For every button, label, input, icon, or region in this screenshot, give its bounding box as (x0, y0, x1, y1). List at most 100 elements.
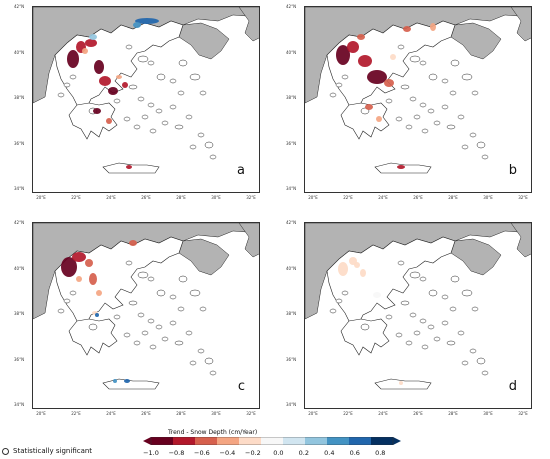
trend-cell-8 (106, 118, 112, 124)
island-19 (189, 144, 197, 150)
colorbar-cell (239, 437, 262, 445)
lat-tick-label: 40°N (286, 265, 297, 271)
lon-tick-label: 22°E (343, 411, 353, 416)
lon-tick-label: 28°E (448, 411, 458, 416)
island-15 (446, 124, 456, 130)
lon-tick-label: 20°E (308, 195, 318, 200)
island-16 (185, 330, 193, 336)
significance-label: Statistically significant (13, 447, 93, 455)
island-7 (169, 78, 177, 84)
colorbar-tick-label: 0.4 (324, 449, 335, 457)
island-19 (461, 360, 469, 366)
island-15 (174, 340, 184, 346)
map-panel-d: d (304, 222, 532, 409)
lon-tick-label: 22°E (71, 195, 81, 200)
island-9 (400, 300, 410, 306)
island-2 (63, 82, 71, 88)
trend-cell-6 (376, 116, 382, 122)
lon-tick-label: 30°E (483, 195, 493, 200)
island-17 (469, 348, 477, 354)
island-18 (204, 141, 214, 149)
island-5 (419, 276, 427, 282)
neighbor-country-1 (450, 238, 502, 276)
island-23 (113, 98, 121, 104)
island-18 (476, 357, 486, 365)
lon-tick-label: 32°E (246, 195, 256, 200)
lat-tick-label: 38°N (14, 95, 25, 100)
lat-tick-label: 36°N (14, 140, 25, 146)
island-13 (141, 330, 149, 336)
colorbar-cell (261, 437, 284, 445)
trend-cell-5 (108, 87, 118, 95)
island-20 (421, 344, 429, 350)
lat-tick-label: 42°N (14, 220, 25, 225)
island-28 (169, 320, 177, 326)
greece-map-a (33, 7, 259, 192)
lat-tick-label: 38°N (286, 311, 297, 316)
trend-cell-5 (129, 240, 137, 246)
trend-cell-5 (365, 104, 373, 110)
trend-cell-8 (430, 23, 436, 31)
island-4 (409, 271, 421, 279)
lon-tick-label: 22°E (343, 195, 353, 200)
island-3 (329, 92, 337, 98)
island-9 (128, 84, 138, 90)
trend-cell-13 (82, 48, 88, 54)
lat-tick-label: 38°N (14, 311, 25, 316)
colorbar-cell (349, 437, 372, 445)
colorbar-frame (150, 437, 394, 445)
island-22 (123, 332, 131, 338)
trend-cell-1 (347, 41, 359, 53)
peloponnese (68, 318, 118, 356)
island-10 (137, 96, 145, 102)
neighbor-country-2 (510, 7, 531, 42)
lat-tick-label: 36°N (286, 140, 297, 146)
island-3 (57, 308, 65, 314)
neighbor-country-1 (178, 22, 230, 60)
island-0 (88, 323, 98, 331)
island-21 (405, 340, 413, 346)
island-22 (123, 116, 131, 122)
island-17 (197, 348, 205, 354)
trend-cell-7 (403, 26, 411, 32)
island-16 (457, 114, 465, 120)
island-27 (397, 260, 405, 266)
lon-tick-label: 20°E (36, 411, 46, 416)
island-20 (149, 344, 157, 350)
colorbar-tick-label: −0.6 (194, 449, 210, 457)
island-1 (69, 290, 77, 296)
island-5 (147, 276, 155, 282)
colorbar-tick-label: −1.0 (143, 449, 159, 457)
map-panel-a: a (32, 6, 260, 193)
island-27 (125, 260, 133, 266)
trend-cell-4 (99, 76, 111, 86)
lon-tick-label: 26°E (413, 411, 423, 416)
trend-cell-4 (96, 290, 102, 296)
significance-legend: Statistically significant (2, 447, 92, 455)
colorbar-cell (327, 437, 350, 445)
island-11 (147, 318, 155, 324)
island-11 (419, 102, 427, 108)
lat-tick-label: 42°N (14, 4, 25, 9)
peloponnese (340, 318, 390, 356)
island-17 (197, 132, 205, 138)
island-20 (149, 128, 157, 134)
island-15 (174, 124, 184, 130)
lat-tick-label: 38°N (286, 95, 297, 100)
colorbar-cell (173, 437, 196, 445)
island-4 (137, 55, 149, 63)
lat-tick-label: 40°N (286, 49, 297, 55)
island-28 (441, 104, 449, 110)
colorbar-tick-label: 0.0 (273, 449, 284, 457)
island-8 (177, 90, 185, 96)
colorbar-tick-label: −0.4 (219, 449, 236, 457)
lat-tick-label: 34°N (14, 402, 25, 407)
neighbor-country-2 (510, 223, 531, 258)
trend-cell-3 (367, 70, 387, 84)
island-2 (335, 298, 343, 304)
island-10 (409, 96, 417, 102)
colorbar-tick-label: −0.8 (168, 449, 185, 457)
island-24 (450, 275, 460, 283)
island-12 (427, 108, 435, 114)
trend-cell-3 (89, 273, 97, 285)
